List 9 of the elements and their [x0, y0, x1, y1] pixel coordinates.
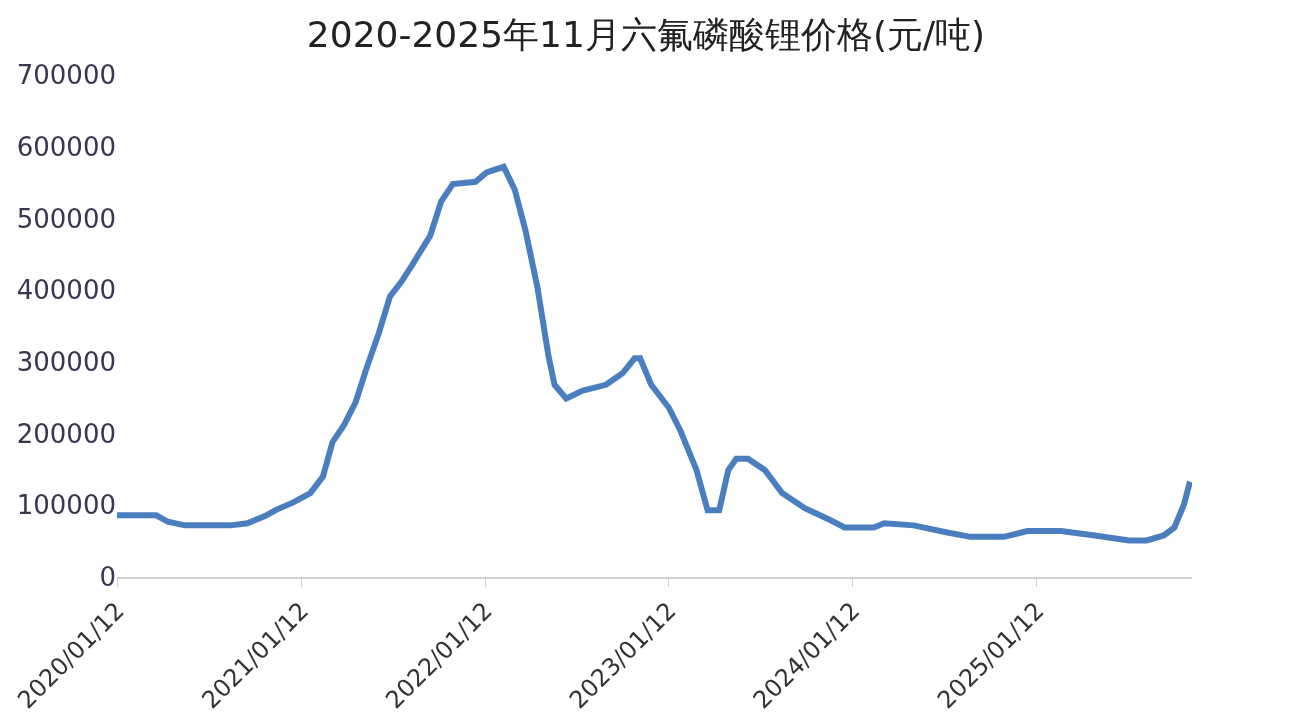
y-tick-label: 400000 [16, 275, 116, 306]
y-tick-label: 300000 [16, 346, 116, 377]
y-tick-label: 0 [99, 562, 116, 593]
y-tick-label: 500000 [16, 203, 116, 234]
chart-title: 2020-2025年11月六氟磷酸锂价格(元/吨) [306, 13, 986, 55]
y-tick-label: 700000 [16, 60, 116, 91]
y-tick-label: 200000 [16, 418, 116, 449]
y-tick-label: 600000 [16, 131, 116, 162]
y-tick-label: 100000 [16, 490, 116, 521]
